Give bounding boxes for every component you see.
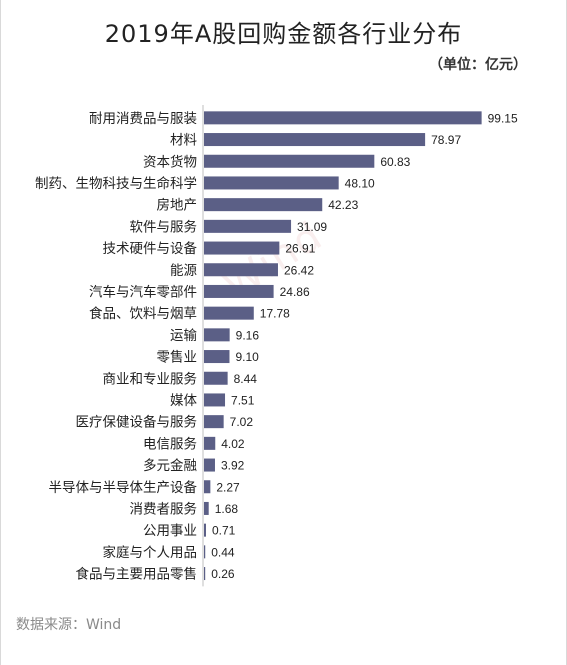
bar (204, 263, 278, 277)
value-label: 42.23 (328, 198, 358, 212)
category-label: 医疗保健设备与服务 (76, 414, 198, 431)
bar (204, 154, 375, 168)
category-label: 技术硬件与设备 (103, 240, 198, 257)
bar (204, 198, 323, 212)
bar (204, 436, 216, 450)
bar (204, 545, 206, 559)
category-label: 制药、生物科技与生命科学 (35, 175, 197, 192)
value-label: 2.27 (216, 480, 240, 494)
category-label: 房地产 (157, 198, 198, 214)
chart-title: 2019年A股回购金额各行业分布 (104, 20, 463, 48)
value-label: 7.02 (230, 415, 254, 429)
value-label: 0.26 (211, 567, 235, 581)
value-label: 26.91 (285, 242, 315, 256)
category-label: 多元金融 (143, 457, 197, 474)
category-label: 汽车与汽车零部件 (89, 283, 197, 300)
value-label: 7.51 (231, 393, 255, 407)
value-label: 48.10 (345, 176, 375, 190)
value-label: 3.92 (221, 459, 245, 473)
bar (204, 501, 209, 515)
bar (204, 284, 274, 298)
value-label: 17.78 (260, 307, 290, 321)
bar (204, 415, 224, 429)
bar (204, 371, 228, 385)
category-label: 资本货物 (143, 153, 197, 170)
bar (204, 567, 206, 581)
value-label: 31.09 (297, 220, 327, 234)
value-label: 78.97 (431, 133, 461, 147)
bar (204, 111, 482, 125)
bar (204, 350, 230, 364)
source-note: 数据来源：Wind (16, 617, 122, 633)
category-label: 电信服务 (143, 436, 197, 452)
category-label: 能源 (170, 263, 197, 279)
category-label: 耐用消费品与服装 (89, 111, 197, 127)
value-label: 4.02 (221, 437, 245, 451)
category-label: 食品与主要用品零售 (76, 566, 198, 583)
bar (204, 480, 211, 494)
value-label: 0.71 (212, 524, 236, 538)
value-label: 9.10 (235, 350, 259, 364)
category-label: 食品、饮料与烟草 (89, 305, 197, 322)
value-label: 8.44 (234, 372, 258, 386)
bar (204, 176, 339, 190)
category-label: 家庭与个人用品 (103, 544, 198, 561)
category-label: 材料 (170, 133, 197, 149)
category-label: 运输 (170, 328, 197, 344)
value-label: 24.86 (280, 285, 310, 299)
bar (204, 241, 280, 255)
value-label: 1.68 (215, 502, 239, 516)
value-label: 60.83 (380, 155, 410, 169)
bar (204, 393, 226, 407)
bar (204, 458, 215, 472)
category-label: 消费者服务 (130, 501, 198, 517)
bar (204, 133, 426, 147)
value-label: 26.42 (284, 263, 314, 277)
category-label: 媒体 (170, 393, 197, 409)
category-label: 半导体与半导体生产设备 (49, 479, 198, 496)
value-label: 9.16 (236, 328, 260, 342)
value-label: 0.44 (211, 545, 235, 559)
bar (204, 523, 206, 537)
category-label: 商业和专业服务 (103, 371, 198, 387)
category-label: 公用事业 (143, 523, 197, 539)
category-label: 软件与服务 (130, 219, 198, 235)
value-label: 99.15 (488, 111, 518, 125)
bar (204, 219, 292, 233)
bar (204, 328, 230, 342)
category-label: 零售业 (157, 350, 198, 366)
bar (204, 306, 254, 320)
chart-unit-label: （单位：亿元） (429, 57, 527, 73)
